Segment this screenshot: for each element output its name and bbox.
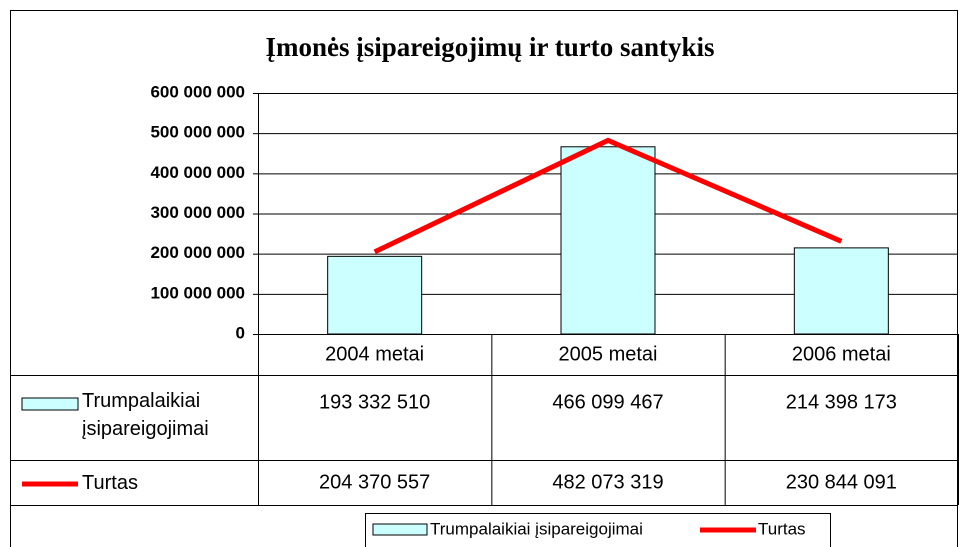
bar xyxy=(560,146,656,335)
y-tick-label: 500 000 000 xyxy=(150,123,245,142)
legend-label: Trumpalaikiai įsipareigojimai xyxy=(430,519,643,538)
x-tick-label: 2005 metai xyxy=(559,343,658,365)
y-tick-label: 400 000 000 xyxy=(150,163,245,182)
legend-label: Turtas xyxy=(758,519,806,538)
table-value: 193 332 510 xyxy=(319,391,430,413)
y-tick-label: 300 000 000 xyxy=(150,203,245,222)
table-value: 204 370 557 xyxy=(319,471,430,493)
table-row-header: Trumpalaikiai įsipareigojimai xyxy=(82,390,209,440)
table-value: 482 073 319 xyxy=(552,471,663,493)
y-tick-label: 600 000 000 xyxy=(150,82,245,101)
y-tick-label: 0 xyxy=(236,323,245,342)
y-tick-label: 200 000 000 xyxy=(150,243,245,262)
table-value: 214 398 173 xyxy=(786,391,897,413)
chart-title: Įmonės įsipareigojimų ir turto santykis xyxy=(265,32,714,62)
table-key xyxy=(21,397,79,411)
x-tick-label: 2004 metai xyxy=(325,343,424,365)
y-tick-label: 100 000 000 xyxy=(150,283,245,302)
table-value: 466 099 467 xyxy=(552,391,663,413)
line-series xyxy=(373,137,843,255)
legend-key xyxy=(372,523,428,536)
table-value: 230 844 091 xyxy=(786,471,897,493)
bar xyxy=(327,255,423,335)
bar xyxy=(793,247,889,335)
table-row-header: Turtas xyxy=(82,472,138,494)
x-tick-label: 2006 metai xyxy=(792,343,891,365)
